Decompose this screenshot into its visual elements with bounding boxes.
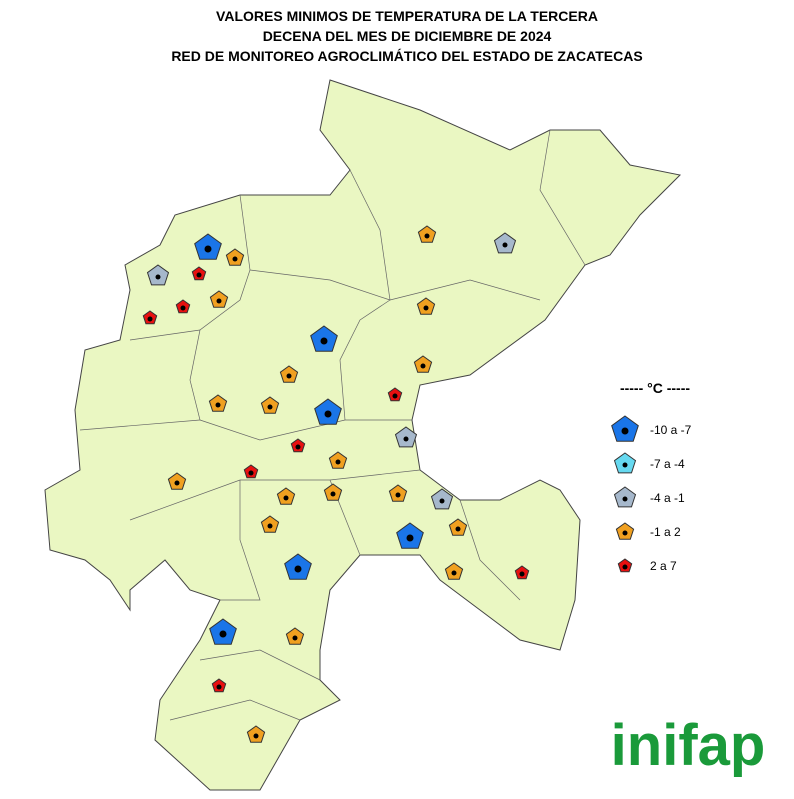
- state-outline: [44, 79, 682, 791]
- station-marker-dot: [267, 404, 273, 410]
- station-marker-dot: [324, 410, 332, 418]
- station-marker-dot: [216, 684, 222, 690]
- station-marker-dot: [335, 459, 341, 465]
- legend-label: -10 a -7: [650, 423, 692, 437]
- station-marker-dot: [420, 363, 426, 369]
- station-marker-dot: [196, 272, 202, 278]
- station-marker-dot: [392, 393, 398, 399]
- station-marker-dot: [180, 305, 186, 311]
- station-marker-dot: [502, 242, 508, 248]
- station-marker-dot: [286, 373, 292, 379]
- legend-label: 2 a 7: [650, 559, 677, 573]
- station-marker-dot: [292, 635, 298, 641]
- legend-title: ----- °C -----: [620, 380, 690, 396]
- station-marker-dot: [232, 256, 238, 262]
- station-marker-dot: [320, 337, 328, 345]
- station-marker-dot: [295, 444, 301, 450]
- station-marker-dot: [216, 298, 222, 304]
- station-marker-dot: [248, 470, 254, 476]
- station-marker-dot: [406, 534, 414, 542]
- station-marker-dot: [253, 733, 259, 739]
- station-marker-dot: [403, 436, 409, 442]
- legend-marker-dot: [622, 462, 628, 468]
- station-marker-dot: [330, 491, 336, 497]
- station-marker-dot: [267, 523, 273, 529]
- municipal-borders: [79, 129, 586, 721]
- legend-label: -7 a -4: [650, 457, 685, 471]
- station-marker-dot: [283, 495, 289, 501]
- station-marker-dot: [204, 245, 212, 253]
- legend-label: -1 a 2: [650, 525, 681, 539]
- station-marker-dot: [519, 571, 525, 577]
- legend-label: -4 a -1: [650, 491, 685, 505]
- legend-marker-dot: [622, 564, 628, 570]
- station-marker-dot: [174, 480, 180, 486]
- title-line: VALORES MINIMOS DE TEMPERATURA DE LA TER…: [216, 8, 598, 24]
- legend-marker-dot: [621, 427, 629, 435]
- station-marker-dot: [147, 316, 153, 322]
- station-marker-dot: [439, 498, 445, 504]
- title-line: DECENA DEL MES DE DICIEMBRE DE 2024: [263, 28, 552, 44]
- legend-marker-dot: [622, 496, 628, 502]
- station-marker-dot: [219, 630, 227, 638]
- station-marker-dot: [395, 492, 401, 498]
- legend-marker-dot: [622, 530, 628, 536]
- station-marker-dot: [423, 305, 429, 311]
- station-marker-dot: [451, 570, 457, 576]
- station-marker-dot: [155, 274, 161, 280]
- station-marker-dot: [294, 565, 302, 573]
- station-marker-dot: [455, 526, 461, 532]
- logo: inifap: [611, 713, 766, 778]
- title-line: RED DE MONITOREO AGROCLIMÁTICO DEL ESTAD…: [171, 48, 642, 64]
- station-marker-dot: [424, 233, 430, 239]
- station-marker-dot: [215, 402, 221, 408]
